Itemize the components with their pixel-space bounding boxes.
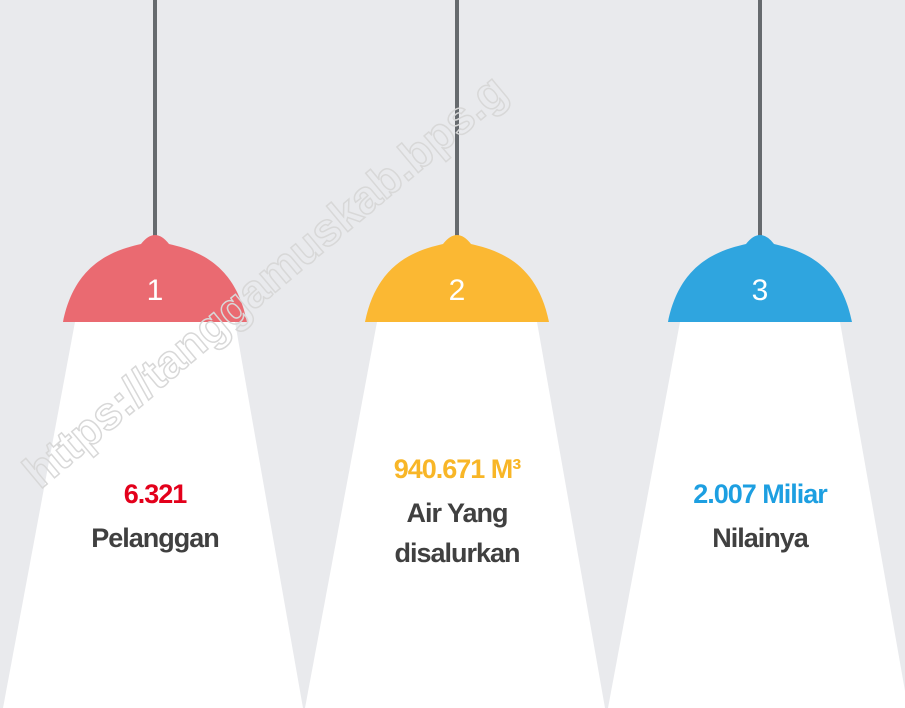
lamps: 1 6.321 Pelanggan 2 940.671 M³ Air Yang disalu…	[3, 0, 905, 708]
label: Air Yang	[406, 498, 507, 528]
value: 6.321	[124, 479, 188, 509]
lamp-number: 2	[449, 274, 466, 307]
lamp-number: 3	[752, 274, 769, 307]
label: Nilainya	[712, 523, 810, 553]
lamp-shade	[365, 235, 549, 322]
lamp-shade	[668, 235, 852, 322]
lamp-number: 1	[147, 274, 164, 307]
light-beam	[608, 322, 905, 708]
value: 940.671 M³	[394, 454, 522, 484]
light-beam	[305, 322, 605, 708]
lamp: 1 6.321 Pelanggan	[3, 0, 303, 708]
lamp: 2 940.671 M³ Air Yang disalurkan	[305, 0, 605, 708]
value: 2.007 Miliar	[693, 479, 828, 509]
label: Pelanggan	[91, 523, 219, 553]
lamp-shade	[63, 235, 247, 322]
light-beam	[3, 322, 303, 708]
label: disalurkan	[394, 538, 519, 568]
lamp: 3 2.007 Miliar Nilainya	[608, 0, 905, 708]
